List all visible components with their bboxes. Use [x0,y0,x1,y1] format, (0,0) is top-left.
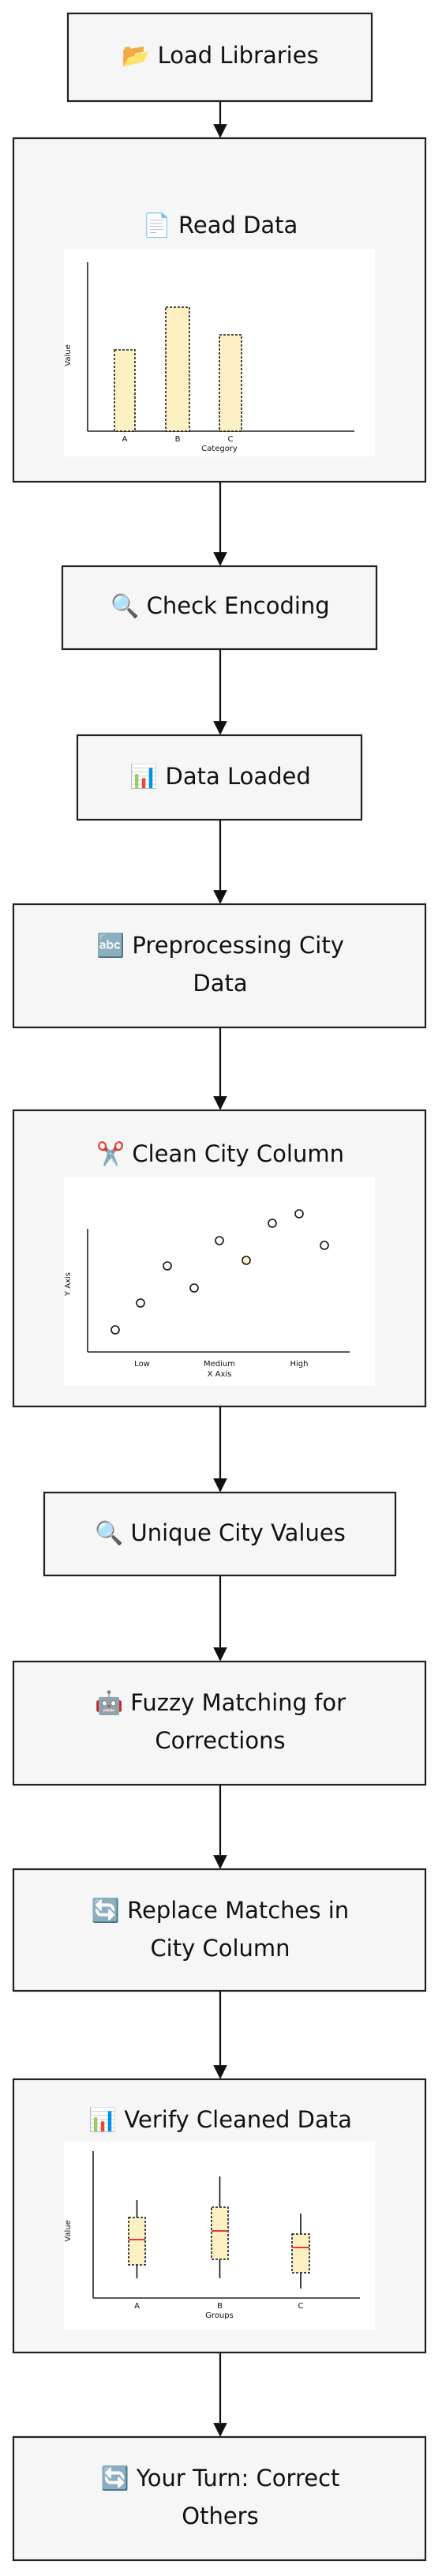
y-axis-label: Value [64,2220,73,2241]
plot-area [64,1177,375,1386]
point [320,1241,329,1250]
node-label: 🔍 Unique City Values [95,1518,346,1546]
point [189,1283,199,1293]
point [110,1325,120,1335]
bar [219,334,242,432]
point [268,1219,277,1228]
x-axis-label: X Axis [208,1370,232,1379]
x-axis-label: Groups [205,2311,234,2320]
bar [114,349,136,432]
node-label: 📄 Read Data [143,212,298,238]
point [215,1236,224,1245]
point [136,1298,145,1308]
node-label: Others [182,2503,258,2529]
point [163,1261,172,1271]
point [294,1209,304,1219]
node-box [61,565,378,651]
box [291,2233,310,2274]
x-tick-label: Medium [204,1360,235,1369]
node-label: 🔄 Replace Matches in [92,1897,349,1924]
x-axis-label: Category [201,445,238,453]
y-axis-label: Y Axis [64,1272,73,1297]
node-label: 🔄 Your Turn: Correct [101,2465,340,2492]
node-box [12,1868,427,1992]
node-box [76,734,363,821]
node-label: 📊 Data Loaded [129,763,311,790]
point [242,1256,251,1265]
x-tick-label: B [217,2302,223,2311]
x-tick-label: Low [134,1360,150,1369]
x-tick-label: A [122,435,128,444]
node-label: 🔍 Check Encoding [110,591,329,619]
node-label: ✂️ Clean City Column [96,1140,344,1167]
node-box [12,903,427,1029]
bar [165,306,190,432]
node-box [66,12,373,103]
node-label: 📂 Load Libraries [122,42,318,69]
x-tick-label: C [298,2302,304,2311]
x-tick-label: B [175,435,181,444]
node-label: Corrections [155,1727,285,1754]
x-tick-label: C [228,435,234,444]
x-tick-label: A [134,2302,140,2311]
box [128,2217,146,2266]
node-label: 📊 Verify Cleaned Data [88,2106,352,2133]
node-box [12,2435,427,2562]
node-label: Data [193,970,247,997]
node-label: City Column [150,1935,290,1962]
node-label: 🤖 Fuzzy Matching for [95,1689,346,1716]
node-label: 🔤 Preprocessing City [96,932,344,959]
x-tick-label: High [290,1360,309,1369]
box [211,2206,229,2260]
y-axis-label: Value [64,344,73,366]
node-box [12,1660,427,1786]
